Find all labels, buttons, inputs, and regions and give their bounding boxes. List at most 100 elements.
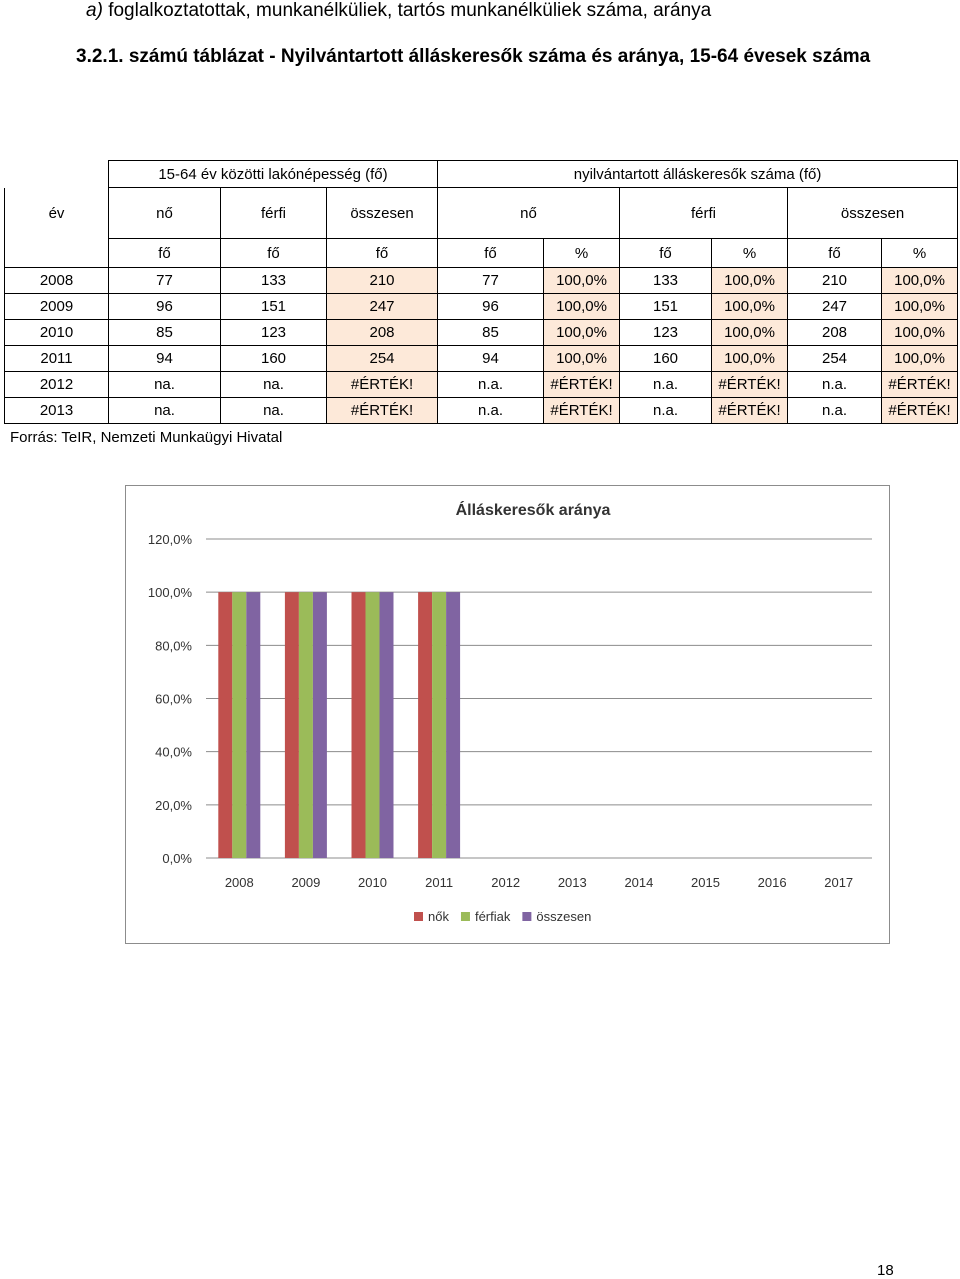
table-cell: #ÉRTÉK! bbox=[543, 397, 621, 424]
y-tick-label: 20,0% bbox=[155, 798, 192, 813]
table-cell: #ÉRTÉK! bbox=[325, 397, 439, 424]
year-header: év bbox=[4, 187, 109, 239]
table-cell: 85 bbox=[108, 319, 221, 346]
table-cell: 123 bbox=[220, 319, 327, 346]
table-cell: 96 bbox=[437, 293, 545, 320]
table-row: 2013 na. na. #ÉRTÉK! n.a. #ÉRTÉK! n.a. #… bbox=[4, 397, 959, 424]
bar bbox=[232, 592, 247, 858]
table-cell: 96 bbox=[108, 293, 221, 320]
section-heading-text: foglalkoztatottak, munkanélküliek, tartó… bbox=[108, 0, 712, 21]
legend-swatch bbox=[414, 912, 423, 921]
y-tick-label: 0,0% bbox=[162, 851, 192, 866]
section-heading: a) foglalkoztatottak, munkanélküliek, ta… bbox=[86, 0, 946, 22]
table-cell: na. bbox=[220, 371, 327, 398]
y-tick-label: 120,0% bbox=[148, 532, 193, 547]
bar bbox=[379, 592, 394, 858]
table-cell: 100,0% bbox=[881, 345, 959, 372]
table-row: 2008 77 133 210 77 100,0% 133 100,0% 210… bbox=[4, 267, 959, 294]
table-row: 2011 94 160 254 94 100,0% 160 100,0% 254… bbox=[4, 345, 959, 372]
section-letter: a) bbox=[86, 0, 103, 21]
group-population-header: 15-64 év közötti lakónépesség (fő) bbox=[107, 160, 439, 188]
table-cell: 210 bbox=[325, 267, 439, 294]
table-cell: n.a. bbox=[787, 397, 883, 424]
table-cell: 100,0% bbox=[543, 293, 621, 320]
jobseekers-table: 15-64 év közötti lakónépesség (fő) nyilv… bbox=[4, 160, 959, 424]
table-cell: 123 bbox=[619, 319, 713, 346]
table-cell: 133 bbox=[220, 267, 327, 294]
chart-canvas: Álláskeresők aránya 0,0% 20,0% 40,0% 60,0% 80… bbox=[148, 500, 872, 924]
x-tick-label: 2009 bbox=[291, 875, 320, 890]
table-cell: n.a. bbox=[619, 397, 713, 424]
bar bbox=[246, 592, 261, 858]
table-cell: 100,0% bbox=[543, 319, 621, 346]
legend-swatch bbox=[522, 912, 532, 921]
table-title: 3.2.1. számú táblázat - Nyilvántartott á… bbox=[76, 46, 871, 67]
x-tick-label: 2017 bbox=[824, 875, 853, 890]
table-cell: na. bbox=[220, 397, 327, 424]
sub-header: összesen bbox=[787, 187, 959, 239]
source-note: Forrás: TeIR, Nemzeti Munkaügyi Hivatal bbox=[10, 429, 283, 446]
table-cell: 77 bbox=[108, 267, 221, 294]
x-tick-label: 2012 bbox=[491, 875, 520, 890]
table-cell: 77 bbox=[437, 267, 545, 294]
x-tick-label: 2014 bbox=[624, 875, 653, 890]
bar bbox=[218, 592, 233, 858]
table-cell: 100,0% bbox=[881, 319, 959, 346]
legend-label: férfiak bbox=[475, 909, 511, 924]
unit-cell: fő bbox=[325, 238, 439, 268]
y-tick-label: 100,0% bbox=[148, 585, 193, 600]
table-cell: #ÉRTÉK! bbox=[711, 371, 789, 398]
table-cell: #ÉRTÉK! bbox=[881, 371, 959, 398]
table-cell: 151 bbox=[619, 293, 713, 320]
sub-header: férfi bbox=[619, 187, 789, 239]
empty-cell bbox=[4, 160, 109, 188]
table-cell: 133 bbox=[619, 267, 713, 294]
table-cell: #ÉRTÉK! bbox=[543, 371, 621, 398]
x-tick-label: 2010 bbox=[358, 875, 387, 890]
unit-cell: fő bbox=[108, 238, 221, 268]
table-cell: 94 bbox=[437, 345, 545, 372]
sub-header: férfi bbox=[220, 187, 327, 239]
table-row: 2009 96 151 247 96 100,0% 151 100,0% 247… bbox=[4, 293, 959, 320]
table-cell: #ÉRTÉK! bbox=[325, 371, 439, 398]
table-cell: 94 bbox=[108, 345, 221, 372]
bar bbox=[432, 592, 447, 858]
table-cell: 160 bbox=[220, 345, 327, 372]
table-cell: 100,0% bbox=[711, 293, 789, 320]
table-cell: n.a. bbox=[437, 397, 545, 424]
year-cell: 2013 bbox=[4, 397, 109, 424]
table-cell: n.a. bbox=[437, 371, 545, 398]
bar bbox=[446, 592, 461, 858]
empty-cell bbox=[4, 238, 109, 268]
table-cell: 210 bbox=[787, 267, 883, 294]
table-row: 2012 na. na. #ÉRTÉK! n.a. #ÉRTÉK! n.a. #… bbox=[4, 371, 959, 398]
jobseekers-ratio-chart: Álláskeresők aránya 0,0% 20,0% 40,0% 60,0% 80… bbox=[125, 485, 890, 944]
bar bbox=[418, 592, 433, 858]
table-cell: n.a. bbox=[787, 371, 883, 398]
sub-header: nő bbox=[437, 187, 621, 239]
chart-title: Álláskeresők aránya bbox=[456, 500, 611, 519]
legend-label: nők bbox=[428, 909, 449, 924]
table-cell: 100,0% bbox=[711, 319, 789, 346]
y-tick-label: 60,0% bbox=[155, 692, 192, 707]
legend-label: összesen bbox=[536, 909, 591, 924]
unit-cell: fő bbox=[437, 238, 545, 268]
table-cell: 100,0% bbox=[881, 267, 959, 294]
x-tick-label: 2015 bbox=[691, 875, 720, 890]
sub-header: nő bbox=[108, 187, 221, 239]
table-cell: 247 bbox=[325, 293, 439, 320]
table-cell: 247 bbox=[787, 293, 883, 320]
page-number: 18 bbox=[877, 1262, 894, 1279]
table-cell: 208 bbox=[325, 319, 439, 346]
unit-cell: fő bbox=[787, 238, 883, 268]
table-cell: na. bbox=[108, 397, 221, 424]
table-cell: 208 bbox=[787, 319, 883, 346]
bar bbox=[298, 592, 313, 858]
unit-cell: fő bbox=[619, 238, 713, 268]
y-tick-label: 40,0% bbox=[155, 745, 192, 760]
year-cell: 2010 bbox=[4, 319, 109, 346]
table-cell: 160 bbox=[619, 345, 713, 372]
bar bbox=[312, 592, 327, 858]
x-tick-label: 2008 bbox=[225, 875, 254, 890]
year-cell: 2012 bbox=[4, 371, 109, 398]
